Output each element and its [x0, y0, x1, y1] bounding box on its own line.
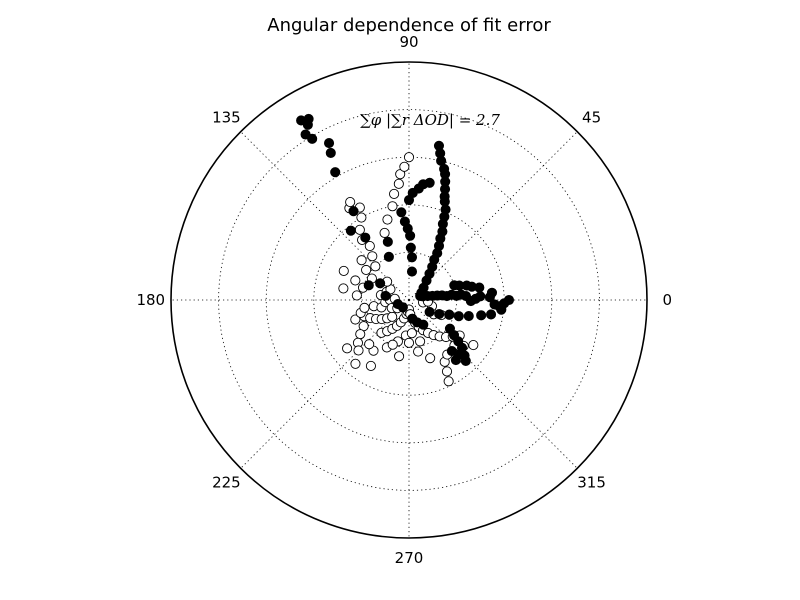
filled-point	[434, 309, 445, 320]
filled-point	[300, 129, 311, 140]
open-point	[359, 302, 370, 313]
filled-point	[485, 309, 497, 320]
filled-point	[348, 206, 359, 217]
open-point	[353, 345, 364, 356]
filled-point	[407, 313, 418, 324]
filled-point	[444, 309, 455, 320]
open-point	[415, 336, 426, 347]
theta-tick-label: 135	[212, 108, 241, 126]
filled-point	[496, 304, 507, 315]
open-point	[379, 227, 390, 238]
filled-point	[460, 355, 471, 366]
filled-point	[405, 242, 416, 253]
open-point	[364, 241, 375, 252]
theta-tick-label: 180	[136, 291, 165, 309]
open-point	[342, 343, 353, 354]
open-point	[365, 360, 376, 372]
filled-point	[382, 236, 393, 247]
open-point	[425, 353, 436, 364]
filled-point	[453, 311, 464, 322]
open-point	[367, 251, 378, 262]
filled-point	[424, 177, 435, 188]
open-point	[413, 346, 424, 357]
open-point	[403, 337, 415, 348]
open-point	[389, 188, 400, 199]
theta-gridline-3	[240, 131, 410, 301]
filled-point	[345, 225, 356, 236]
filled-point	[486, 287, 498, 298]
filled-point	[363, 280, 374, 291]
theta-gridline-7	[408, 299, 578, 469]
open-point	[338, 265, 349, 277]
open-point	[350, 314, 361, 325]
theta-tick-label: 45	[582, 108, 601, 126]
open-point	[370, 261, 381, 272]
scatter-points	[296, 113, 515, 387]
open-point	[364, 339, 375, 350]
filled-point	[360, 232, 371, 243]
open-point	[403, 152, 415, 163]
open-point	[355, 329, 366, 340]
theta-gridline-1	[408, 131, 578, 301]
open-point	[387, 311, 398, 322]
open-point	[351, 290, 362, 301]
filled-point	[296, 115, 307, 126]
filled-point	[396, 207, 407, 218]
open-point	[361, 264, 372, 276]
filled-point	[330, 167, 341, 178]
filled-point	[323, 138, 335, 149]
filled-point	[375, 278, 386, 289]
theta-gridline-5	[240, 299, 410, 469]
open-point	[441, 366, 453, 377]
r-gridline-3	[218, 109, 600, 491]
open-point	[399, 161, 410, 172]
filled-point	[397, 302, 408, 313]
open-point	[350, 358, 361, 369]
open-point	[387, 339, 398, 350]
theta-tick-label: 0	[662, 291, 672, 309]
open-point	[356, 212, 367, 223]
open-point	[394, 351, 405, 362]
chart-title: Angular dependence of fit error	[267, 15, 551, 36]
open-point	[356, 255, 367, 266]
filled-point	[399, 216, 410, 227]
theta-tick-label: 315	[577, 474, 606, 492]
theta-tick-label: 270	[395, 549, 424, 567]
filled-point	[463, 310, 474, 322]
open-point	[443, 376, 454, 387]
filled-point	[433, 140, 445, 151]
polar-frame	[170, 61, 648, 539]
open-point	[350, 275, 361, 286]
open-point	[382, 214, 393, 225]
open-point	[387, 201, 398, 212]
filled-point	[325, 147, 336, 158]
fit-error-annotation: ∑φ |∑r ΔOD| = 2.7	[360, 111, 500, 129]
filled-point	[380, 290, 391, 301]
open-point	[406, 328, 417, 339]
filled-point	[406, 252, 418, 263]
filled-point	[449, 280, 460, 291]
filled-point	[424, 306, 435, 317]
theta-tick-label: 225	[212, 474, 241, 492]
filled-point	[489, 299, 500, 310]
open-point	[393, 178, 404, 189]
filled-point	[446, 345, 457, 357]
theta-tick-label: 90	[399, 33, 418, 51]
open-point	[468, 339, 479, 351]
angle-tick-labels: 0 45 90 135 180 225 270 315	[136, 33, 672, 567]
open-point	[338, 283, 349, 294]
filled-point	[450, 354, 461, 366]
filled-point	[476, 310, 487, 321]
open-point	[345, 197, 356, 208]
filled-point	[406, 266, 418, 277]
open-point	[354, 224, 365, 235]
filled-point	[383, 251, 394, 262]
